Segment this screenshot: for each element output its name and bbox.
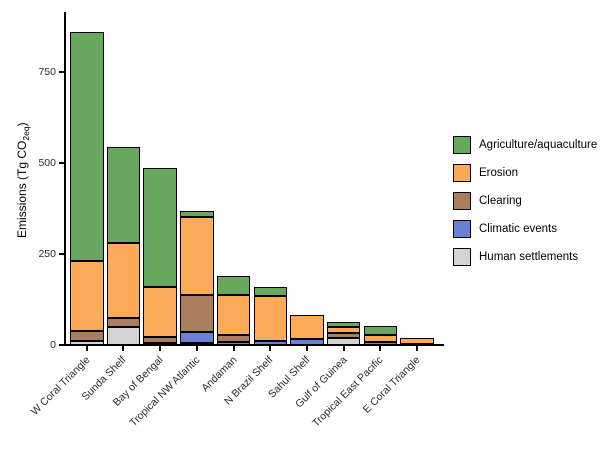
bar-segment-tropical-nw-atlantic-human-settlements [180, 342, 214, 345]
y-axis-title-post: ) [14, 122, 29, 127]
y-axis-line [64, 12, 66, 346]
y-tick-0 [59, 344, 64, 346]
bar-segment-e-coral-triangle-erosion [400, 337, 434, 344]
legend-item-agriculture-aquaculture: Agriculture/aquaculture [453, 131, 597, 159]
bar-segment-sunda-shelf-clearing [106, 318, 141, 327]
legend: Agriculture/aquaculture Erosion Clearing Cl… [453, 131, 597, 271]
x-tick-e-coral-triangle [416, 346, 419, 351]
bar-segment-bay-of-bengal-human-settlements [143, 342, 177, 345]
x-axis-line [64, 344, 444, 346]
bar-segment-n-brazil-shelf-climatic-events [253, 341, 287, 345]
y-tick-500 [59, 162, 64, 164]
bar-segment-bay-of-bengal-agriculture-aquaculture [143, 168, 177, 287]
legend-item-clearing: Clearing [453, 187, 597, 215]
y-axis-title: Emissions (Tg CO2eq) [15, 95, 31, 265]
bar-segment-andaman-agriculture-aquaculture [216, 275, 251, 295]
legend-item-climatic-events: Climatic events [453, 215, 597, 243]
bar-segment-sunda-shelf-human-settlements [106, 326, 141, 345]
bar-segment-sunda-shelf-agriculture-aquaculture [106, 146, 141, 244]
bar-segment-tropical-nw-atlantic-agriculture-aquaculture [180, 211, 214, 217]
bar-segment-w-coral-triangle-erosion [70, 261, 104, 332]
legend-label-erosion: Erosion [479, 167, 518, 179]
legend-swatch-erosion [453, 164, 471, 182]
bar-segment-bay-of-bengal-clearing [143, 336, 177, 343]
legend-label-human-settlements: Human settlements [479, 251, 579, 263]
bar-segment-tropical-east-pacific-erosion [363, 334, 398, 343]
legend-label-clearing: Clearing [479, 195, 522, 207]
bar-segment-tropical-east-pacific-agriculture-aquaculture [363, 326, 398, 335]
bar-segment-sahul-shelf-climatic-events [290, 339, 324, 345]
bar-segment-sunda-shelf-erosion [106, 243, 141, 319]
bar-segment-e-coral-triangle-climatic-events [400, 343, 434, 346]
legend-swatch-climatic-events [453, 220, 471, 238]
x-tick-w-coral-triangle [85, 346, 88, 351]
legend-label-agriculture-aquaculture: Agriculture/aquaculture [479, 139, 598, 151]
legend-item-human-settlements: Human settlements [453, 243, 597, 271]
bar-segment-gulf-of-guinea-clearing [326, 332, 361, 339]
bar-segment-tropical-east-pacific-clearing [363, 342, 398, 345]
bar-segment-w-coral-triangle-agriculture-aquaculture [70, 31, 104, 262]
bar-segment-n-brazil-shelf-agriculture-aquaculture [253, 286, 287, 297]
x-tick-tropical-nw-atlantic [195, 346, 198, 351]
legend-swatch-agriculture-aquaculture [453, 136, 471, 154]
bar-segment-sahul-shelf-erosion [290, 315, 324, 340]
x-tick-sahul-shelf [305, 346, 308, 351]
bar-segment-w-coral-triangle-human-settlements [70, 340, 104, 345]
bar-segment-andaman-erosion [216, 294, 251, 335]
bar-segment-gulf-of-guinea-agriculture-aquaculture [326, 322, 361, 327]
y-tick-750 [59, 71, 64, 73]
x-tick-tropical-east-pacific [379, 346, 382, 351]
y-tick-label-250: 250 [38, 247, 56, 260]
bar-segment-w-coral-triangle-clearing [70, 331, 104, 341]
legend-swatch-clearing [453, 192, 471, 210]
x-tick-bay-of-bengal [159, 346, 162, 351]
bar-segment-tropical-nw-atlantic-clearing [180, 294, 214, 333]
y-axis-title-pre: Emissions (Tg CO [14, 140, 29, 238]
x-tick-gulf-of-guinea [342, 346, 345, 351]
bar-segment-andaman-climatic-events [216, 342, 251, 345]
bar-segment-bay-of-bengal-erosion [143, 286, 177, 337]
y-tick-label-750: 750 [38, 65, 56, 78]
y-tick-label-500: 500 [38, 156, 56, 169]
legend-label-climatic-events: Climatic events [479, 223, 557, 235]
bar-segment-gulf-of-guinea-human-settlements [326, 338, 361, 345]
legend-item-erosion: Erosion [453, 159, 597, 187]
x-tick-n-brazil-shelf [269, 346, 272, 351]
y-axis-title-sub: 2eq [21, 126, 32, 141]
y-tick-label-0: 0 [50, 338, 56, 351]
bar-segment-andaman-clearing [216, 334, 251, 343]
legend-swatch-human-settlements [453, 248, 471, 266]
bar-segment-tropical-nw-atlantic-erosion [180, 216, 214, 295]
x-tick-andaman [232, 346, 235, 351]
y-tick-250 [59, 253, 64, 255]
x-tick-sunda-shelf [122, 346, 125, 351]
bar-segment-n-brazil-shelf-erosion [253, 296, 287, 342]
bar-segment-tropical-nw-atlantic-climatic-events [180, 332, 214, 343]
bar-segment-gulf-of-guinea-erosion [326, 326, 361, 333]
